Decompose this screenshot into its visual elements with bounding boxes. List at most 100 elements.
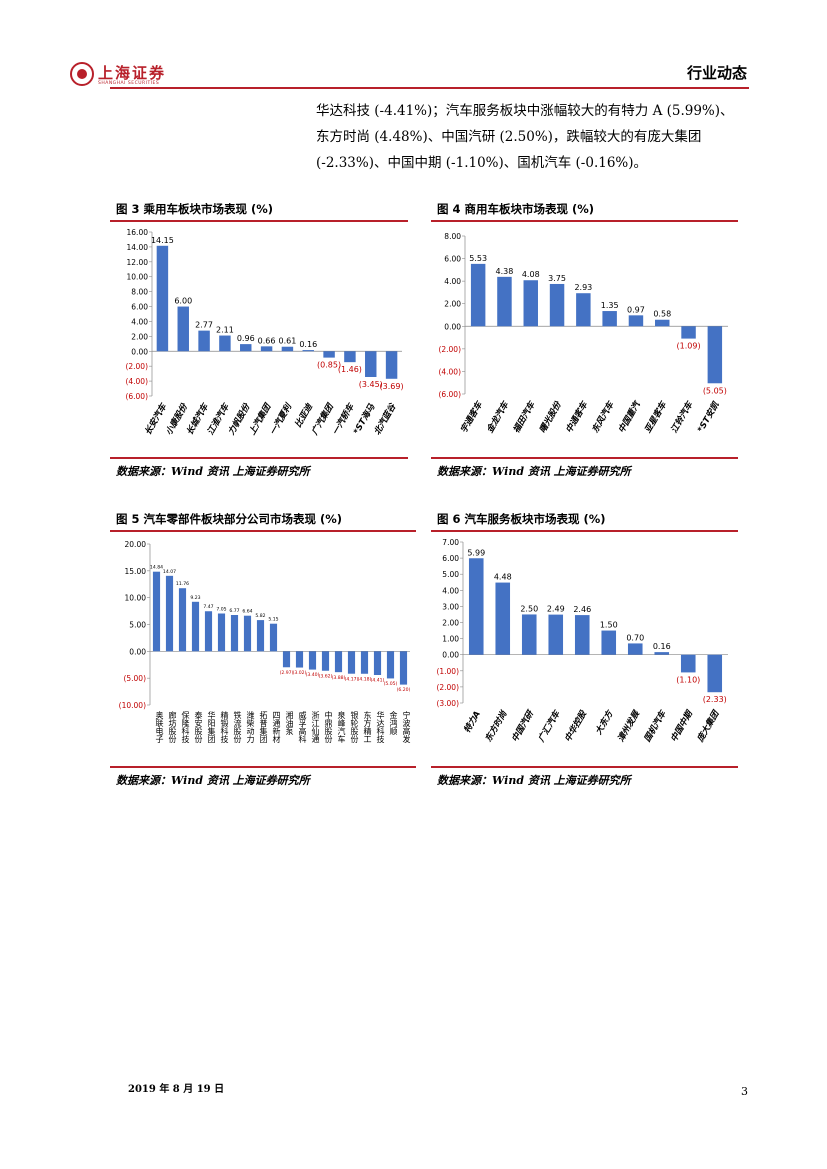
bar [152, 571, 161, 652]
data-label: (6.20) [397, 687, 411, 693]
data-label: 4.08 [522, 270, 540, 279]
category-label: 东方时尚 [483, 708, 510, 744]
y-tick-label: (6.00) [125, 392, 148, 401]
data-label: 2.11 [216, 326, 234, 335]
figure-4-bottom-rule [431, 457, 738, 459]
y-tick-label: (5.00) [123, 674, 146, 683]
bar [521, 614, 537, 655]
y-tick-label: 5.00 [442, 570, 459, 579]
y-tick-label: 20.00 [125, 540, 147, 549]
y-tick-label: 12.00 [127, 258, 149, 267]
category-label: 泉峰汽车 [337, 710, 346, 744]
y-tick-label: 2.00 [131, 332, 148, 341]
bar [627, 643, 643, 655]
bar [281, 346, 294, 352]
data-label: 6.64 [242, 609, 252, 615]
bar [549, 283, 565, 327]
data-label: (1.09) [677, 342, 701, 351]
figure-5-bottom-rule [110, 766, 416, 768]
data-label: 2.77 [195, 321, 213, 330]
category-label: 中华控股 [562, 708, 589, 744]
data-label: 0.97 [627, 305, 645, 314]
data-label: 9.23 [190, 595, 200, 601]
data-label: 0.96 [237, 334, 255, 343]
category-label: 廊坊股份 [168, 710, 177, 744]
data-label: 5.53 [469, 254, 487, 263]
category-label: 湘油泵 [285, 710, 294, 735]
y-tick-label: 2.00 [444, 300, 461, 309]
y-tick-label: 6.00 [131, 303, 148, 312]
data-label: (3.02) [293, 670, 307, 676]
bar [707, 326, 723, 384]
figure-6-bottom-rule [431, 766, 738, 768]
bar [321, 651, 330, 671]
y-tick-label: (4.00) [438, 367, 461, 376]
data-label: (2.97) [280, 670, 294, 676]
bar [269, 623, 278, 652]
figure-3-source: 数据来源：Wind 资讯 上海证券研究所 [116, 465, 310, 478]
category-label: *ST安凯 [695, 400, 721, 435]
category-label: 银轮股份 [350, 710, 359, 744]
category-label: 宁波高发 [402, 710, 411, 744]
data-label: 11.76 [176, 581, 189, 587]
bar [156, 245, 169, 352]
category-label: 曙光股份 [537, 399, 564, 435]
data-label: (4.18) [358, 676, 372, 682]
category-label: 浙江仙通 [311, 710, 320, 744]
y-tick-label: 3.00 [442, 602, 459, 611]
bar [240, 344, 252, 352]
category-label: 一汽夏利 [267, 401, 294, 437]
y-tick-label: 6.00 [444, 255, 461, 264]
y-tick-label: 0.00 [442, 651, 459, 660]
bar [654, 652, 670, 655]
category-label: 拓普集团 [259, 710, 268, 744]
page-number: 3 [741, 1085, 748, 1098]
y-tick-label: (3.00) [436, 699, 459, 708]
bar [602, 311, 617, 327]
data-label: (4.41) [371, 678, 385, 684]
category-label: 铁流股份 [233, 710, 242, 744]
bar [308, 651, 317, 670]
data-label: (3.69) [380, 382, 404, 391]
category-label: 广汇汽车 [535, 708, 563, 745]
bar [217, 613, 226, 652]
data-label: 5.15 [268, 617, 278, 623]
bar [576, 293, 591, 327]
category-label: 东方精工 [363, 710, 372, 743]
data-label: (2.33) [703, 695, 727, 704]
data-label: (0.85) [317, 361, 341, 370]
figure-3-bottom-rule [110, 457, 408, 459]
y-tick-label: 8.00 [444, 232, 461, 241]
bar [344, 351, 356, 363]
y-tick-label: (2.00) [436, 683, 459, 692]
bar [347, 651, 356, 674]
y-tick-label: 4.00 [442, 586, 459, 595]
category-label: 金龙汽车 [485, 399, 512, 435]
bar [495, 582, 511, 655]
y-tick-label: 6.00 [442, 554, 459, 563]
category-label: 四通新材 [272, 711, 281, 743]
bar [385, 351, 398, 379]
data-label: (3.88) [332, 675, 346, 681]
y-tick-label: (2.00) [438, 345, 461, 354]
data-label: 0.16 [653, 642, 671, 651]
figure-5-title: 图 5 汽车零部件板块部分公司市场表现 (%) [116, 512, 343, 526]
figure-4-top-rule [431, 220, 738, 222]
data-label: 2.93 [574, 283, 592, 292]
y-tick-label: 5.00 [129, 621, 146, 630]
data-label: 7.05 [216, 606, 226, 612]
y-tick-label: 0.00 [131, 347, 148, 356]
logo-subtext: SHANGHAI SECURITIES [98, 81, 160, 86]
chart-passenger-vehicles: 16.00 14.00 12.00 10.00 8.00 6.00 4.00 2.00 0.00… [125, 228, 404, 438]
bar [360, 651, 369, 674]
category-label: 中通客车 [563, 399, 590, 435]
data-label: (4.17) [345, 676, 359, 682]
figure-6-top-rule [431, 530, 738, 532]
bar [548, 614, 564, 655]
data-label: 3.75 [548, 274, 566, 283]
category-label: 福田汽车 [511, 399, 538, 435]
category-label: 亚星客车 [642, 399, 669, 435]
category-label: 精锻科技 [220, 710, 229, 744]
bar [523, 280, 538, 327]
data-label: 2.50 [520, 604, 538, 613]
